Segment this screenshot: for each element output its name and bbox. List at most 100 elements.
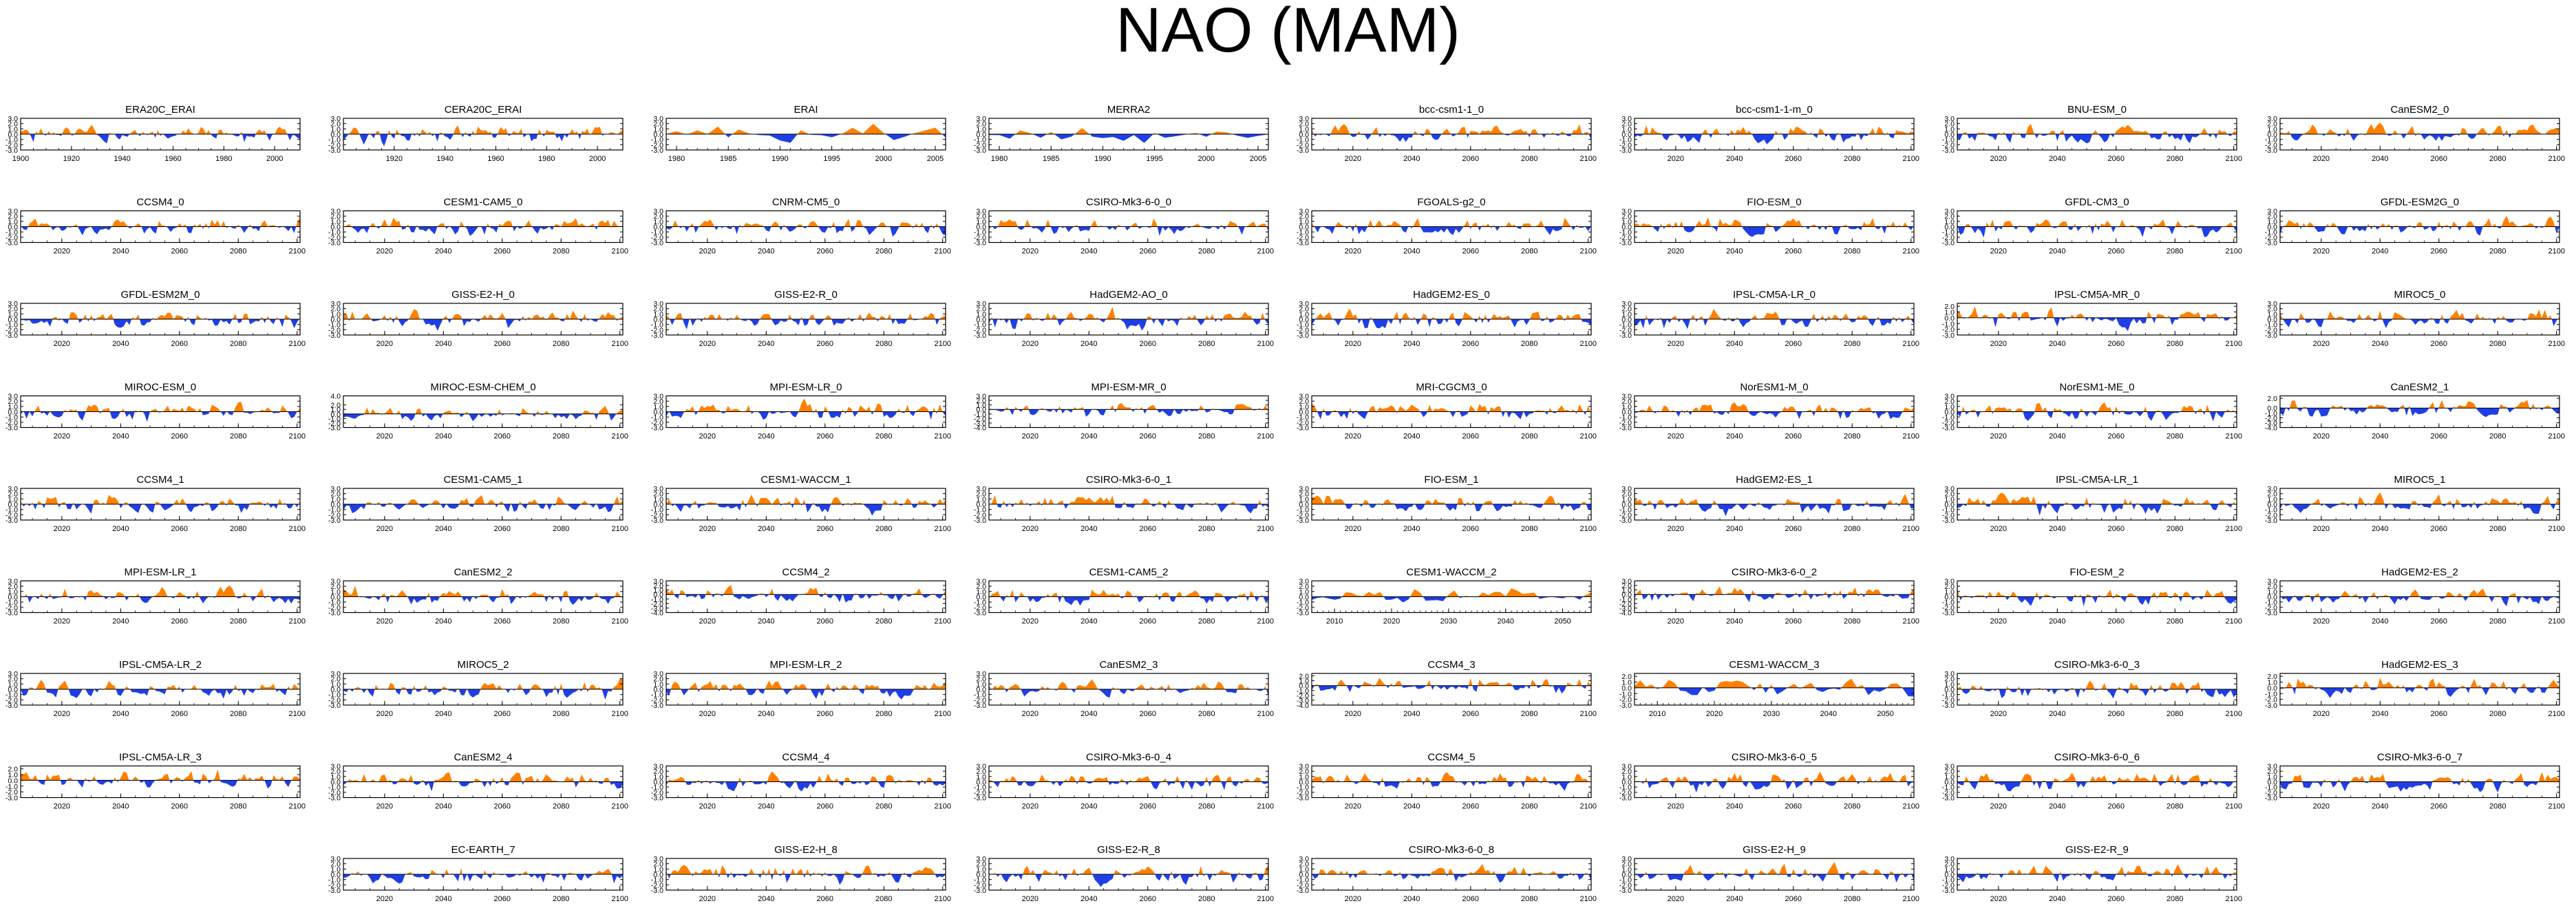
x-tick-label: 2060 <box>1462 895 1479 903</box>
panel-title: HadGEM2-ES_2 <box>2381 567 2458 579</box>
y-tick-label: 3.0 <box>1944 670 1955 678</box>
negative-anomaly-fill <box>343 689 613 700</box>
x-tick-label: 2060 <box>171 618 188 626</box>
panel-title: CSIRO-Mk3-6-0_7 <box>2377 752 2462 764</box>
y-tick-label: 1.0 <box>1944 495 1955 504</box>
y-tick-label: -2.0 <box>2265 414 2277 422</box>
y-tick-label: -3.0 <box>328 424 341 433</box>
nao-panel: HadGEM2-ES_0 3.02.01.00.0-1.0-2.0-3.0 2020… <box>1297 289 1597 348</box>
nao-panel: MRI-CGCM3_0 3.02.01.00.0-1.0-2.0-3.0 2020 2… <box>1297 382 1597 441</box>
y-tick-label: -1.0 <box>974 876 986 885</box>
y-tick-label: 1.0 <box>976 588 986 596</box>
positive-anomaly-fill <box>2280 588 2543 597</box>
negative-anomaly-fill <box>22 596 300 604</box>
nao-panel: CanESM2_1 2.00.0-1.0-2.0-3.0-4.0 2020 2040 2… <box>2265 382 2565 441</box>
x-tick-label: 2080 <box>553 618 569 626</box>
x-tick-label: 2030 <box>1763 710 1780 718</box>
x-tick-label: 2040 <box>1081 710 1097 718</box>
x-tick-label: 2020 <box>54 710 70 718</box>
y-tick-label: -1.0 <box>974 228 986 237</box>
x-tick-label: 2080 <box>2489 155 2506 163</box>
x-tick-label: 2060 <box>817 618 833 626</box>
y-tick-label: -2.0 <box>2265 141 2277 149</box>
y-tick-label: -3.0 <box>6 794 18 803</box>
x-tick-label: 2080 <box>230 525 246 533</box>
y-tick-label: -3.0 <box>651 147 663 155</box>
y-tick-label: 3.0 <box>8 578 18 586</box>
x-tick-label: 2080 <box>2489 525 2506 533</box>
y-tick-label: 0.0 <box>1621 779 1632 787</box>
y-tick-label: 0.0 <box>976 686 986 694</box>
x-tick-label: 2080 <box>230 433 246 441</box>
y-tick-label: -3.0 <box>1619 239 1632 248</box>
panel-title: GFDL-CM3_0 <box>2065 197 2129 208</box>
y-tick-label: -2.0 <box>651 326 663 334</box>
y-tick-label: 0.0 <box>330 224 341 232</box>
y-tick-label: 0.0 <box>2267 684 2277 693</box>
nao-panel: MIROC-ESM_0 3.02.01.00.0-1.0-2.0-3.0 2020 2… <box>6 382 306 441</box>
x-tick-label: 2080 <box>875 803 892 811</box>
y-tick-label: -2.0 <box>2265 234 2277 242</box>
panel-title: CERA20C_ERAI <box>445 104 522 116</box>
panel-title: MERRA2 <box>1107 104 1151 116</box>
x-tick-label: 2020 <box>1022 895 1039 903</box>
y-tick-label: -2.0 <box>1297 419 1309 427</box>
x-tick-label: 2060 <box>2108 618 2125 626</box>
x-tick-label: 2020 <box>1990 248 2007 256</box>
x-tick-label: 2040 <box>435 248 451 256</box>
x-tick-label: 2080 <box>1521 433 1537 441</box>
x-tick-label: 2020 <box>1706 710 1723 718</box>
y-tick-label: -1.0 <box>6 136 18 144</box>
x-tick-label: 2080 <box>553 895 569 903</box>
positive-anomaly-fill <box>668 771 933 782</box>
x-tick-label: 2100 <box>2225 525 2242 533</box>
negative-anomaly-fill <box>21 689 300 699</box>
y-tick-label: 0.0 <box>1299 409 1309 417</box>
y-tick-label: 1.0 <box>1621 773 1632 781</box>
panel-title: CCSM4_3 <box>1427 659 1475 671</box>
y-tick-label: 2.0 <box>976 861 986 869</box>
panel-title: HadGEM2-ES_1 <box>1736 474 1813 486</box>
y-tick-label: -2.0 <box>974 141 986 149</box>
y-tick-label: -1.0 <box>2265 228 2277 237</box>
panel-title: FIO-ESM_1 <box>1424 474 1478 486</box>
y-tick-label: -3.0 <box>6 239 18 248</box>
positive-anomaly-fill <box>1312 863 1589 874</box>
y-tick-label: 2.0 <box>653 398 663 406</box>
negative-anomaly-fill <box>21 411 297 422</box>
x-tick-label: 2060 <box>817 248 833 256</box>
x-tick-label: 2060 <box>1462 803 1479 811</box>
y-tick-label: 2.0 <box>2267 213 2277 221</box>
x-tick-label: 2020 <box>1345 433 1361 441</box>
x-tick-label: 2020 <box>699 618 716 626</box>
y-tick-label: 1.0 <box>1944 680 1955 689</box>
y-tick-label: -3.0 <box>328 609 341 618</box>
y-tick-label: -1.0 <box>1942 876 1955 885</box>
y-tick-label: 0.0 <box>1944 224 1955 232</box>
x-tick-label: 2080 <box>1198 248 1215 256</box>
x-tick-label: 2020 <box>1990 433 2007 441</box>
y-tick-label: -1.0 <box>328 228 341 237</box>
x-tick-label: 2020 <box>699 895 716 903</box>
y-tick-label: -3.0 <box>1297 517 1309 525</box>
x-tick-label: 2040 <box>758 433 774 441</box>
negative-anomaly-fill <box>989 226 1268 236</box>
panel-title: CESM1-CAM5_0 <box>443 197 522 208</box>
negative-anomaly-fill <box>30 134 300 144</box>
y-tick-label: -2.0 <box>1297 511 1309 519</box>
nao-panel: CanESM2_4 3.02.01.00.0-1.0-2.0-3.0 2020 204… <box>328 752 628 811</box>
y-tick-label: -3.0 <box>328 517 341 525</box>
y-tick-label: 0.0 <box>1621 501 1632 509</box>
y-tick-label: 1.0 <box>1621 218 1632 226</box>
y-tick-label: -2.0 <box>974 881 986 889</box>
y-tick-label: 0.0 <box>1944 131 1955 139</box>
positive-anomaly-fill <box>1341 588 1591 597</box>
x-tick-label: 1980 <box>538 155 555 163</box>
negative-anomaly-fill <box>1655 687 1914 697</box>
y-tick-label: -3.0 <box>1942 424 1955 433</box>
x-tick-label: 2040 <box>2372 618 2388 626</box>
plot-frame <box>2279 395 2560 429</box>
x-tick-label: 2040 <box>1403 525 1420 533</box>
y-tick-label: -1.0 <box>1619 228 1632 237</box>
y-tick-label: 2.0 <box>653 582 663 590</box>
